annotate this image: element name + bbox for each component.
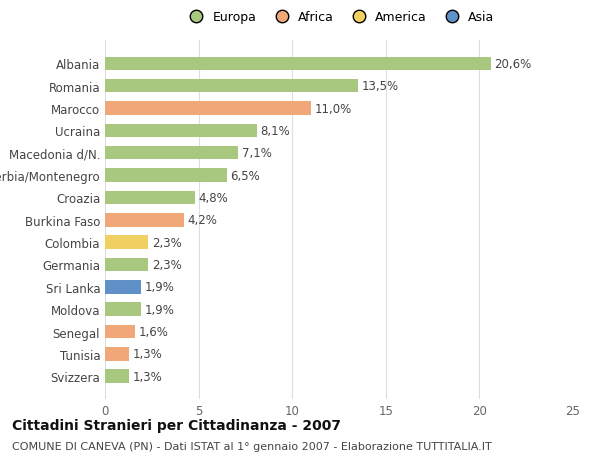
Bar <box>105 169 227 182</box>
Text: 2,3%: 2,3% <box>152 236 182 249</box>
Text: 4,2%: 4,2% <box>187 214 217 227</box>
Text: Cittadini Stranieri per Cittadinanza - 2007: Cittadini Stranieri per Cittadinanza - 2… <box>12 418 341 431</box>
Bar <box>105 213 184 227</box>
Bar <box>105 102 311 116</box>
Bar <box>105 191 195 205</box>
Bar <box>105 124 257 138</box>
Bar <box>105 325 135 338</box>
Text: 8,1%: 8,1% <box>260 125 290 138</box>
Text: 20,6%: 20,6% <box>494 58 532 71</box>
Text: COMUNE DI CANEVA (PN) - Dati ISTAT al 1° gennaio 2007 - Elaborazione TUTTITALIA.: COMUNE DI CANEVA (PN) - Dati ISTAT al 1°… <box>12 441 492 451</box>
Bar <box>105 369 130 383</box>
Text: 7,1%: 7,1% <box>242 147 272 160</box>
Text: 2,3%: 2,3% <box>152 258 182 271</box>
Bar <box>105 236 148 249</box>
Text: 4,8%: 4,8% <box>199 191 229 205</box>
Text: 1,3%: 1,3% <box>133 370 163 383</box>
Bar <box>105 303 140 316</box>
Bar <box>105 258 148 272</box>
Text: 1,6%: 1,6% <box>139 325 169 338</box>
Bar <box>105 280 140 294</box>
Bar <box>105 147 238 160</box>
Text: 1,3%: 1,3% <box>133 347 163 361</box>
Legend: Europa, Africa, America, Asia: Europa, Africa, America, Asia <box>179 6 499 29</box>
Text: 6,5%: 6,5% <box>230 169 260 182</box>
Text: 11,0%: 11,0% <box>314 102 352 115</box>
Bar <box>105 347 130 361</box>
Bar <box>105 57 491 71</box>
Text: 1,9%: 1,9% <box>145 281 174 294</box>
Bar <box>105 80 358 93</box>
Text: 1,9%: 1,9% <box>145 303 174 316</box>
Text: 13,5%: 13,5% <box>361 80 398 93</box>
